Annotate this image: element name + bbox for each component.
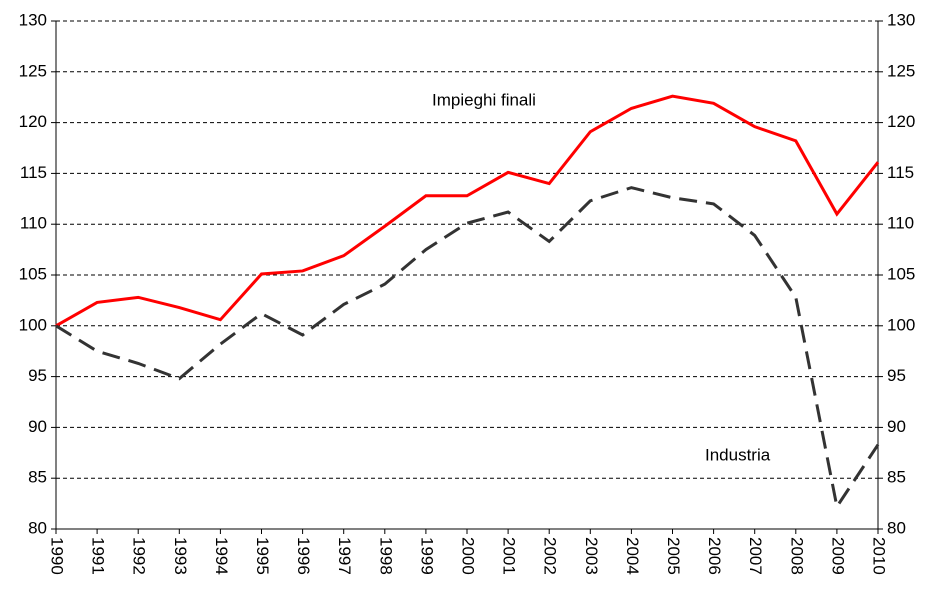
x-tick-label: 1990: [48, 537, 67, 575]
y-tick-label: 130: [19, 10, 47, 29]
y-tick-label: 115: [20, 163, 47, 182]
series-label: Industria: [705, 445, 771, 464]
y2-tick-label: 80: [887, 518, 906, 537]
line-series: [55, 94, 880, 328]
y-tick-label: 100: [19, 315, 47, 334]
y2-tick-label: 115: [887, 163, 914, 182]
x-tick-label: 1999: [417, 537, 436, 575]
y-tick-label: 90: [28, 417, 47, 436]
x-tick-label: 2003: [582, 537, 601, 575]
line-series: [55, 186, 880, 511]
y-tick-label: 105: [19, 264, 47, 283]
x-tick-label: 2000: [459, 537, 478, 575]
series-label: Impieghi finali: [432, 90, 536, 109]
y2-tick-label: 85: [887, 468, 906, 487]
y-tick-label: 95: [28, 366, 47, 385]
x-tick-label: 2002: [541, 537, 560, 575]
y-tick-label: 120: [19, 112, 47, 131]
y2-tick-label: 100: [887, 315, 915, 334]
x-tick-label: 1996: [294, 537, 313, 575]
x-tick-label: 2010: [870, 537, 889, 575]
y-tick-label: 80: [28, 518, 47, 537]
x-tick-label: 2009: [828, 537, 847, 575]
x-tick-label: 2006: [705, 537, 724, 575]
y-tick-label: 110: [20, 214, 47, 233]
x-tick-label: 1997: [335, 537, 354, 575]
x-tick-label: 1993: [171, 537, 190, 575]
y2-tick-label: 130: [887, 10, 915, 29]
x-tick-label: 2005: [664, 537, 683, 575]
y-tick-label: 125: [19, 61, 47, 80]
x-tick-label: 2004: [623, 537, 642, 575]
x-tick-label: 1994: [212, 537, 231, 575]
y2-tick-label: 105: [887, 264, 915, 283]
x-tick-label: 1995: [253, 537, 272, 575]
x-tick-label: 1998: [376, 537, 395, 575]
y2-tick-label: 90: [887, 417, 906, 436]
x-tick-label: 1991: [89, 537, 108, 575]
y2-tick-label: 120: [887, 112, 915, 131]
y2-tick-label: 95: [887, 366, 906, 385]
y2-tick-label: 125: [887, 61, 915, 80]
x-tick-label: 2008: [787, 537, 806, 575]
x-tick-label: 2007: [746, 537, 765, 575]
x-tick-label: 1992: [130, 537, 149, 575]
x-tick-label: 2001: [500, 537, 519, 575]
y2-tick-label: 110: [887, 214, 914, 233]
y-tick-label: 85: [28, 468, 47, 487]
